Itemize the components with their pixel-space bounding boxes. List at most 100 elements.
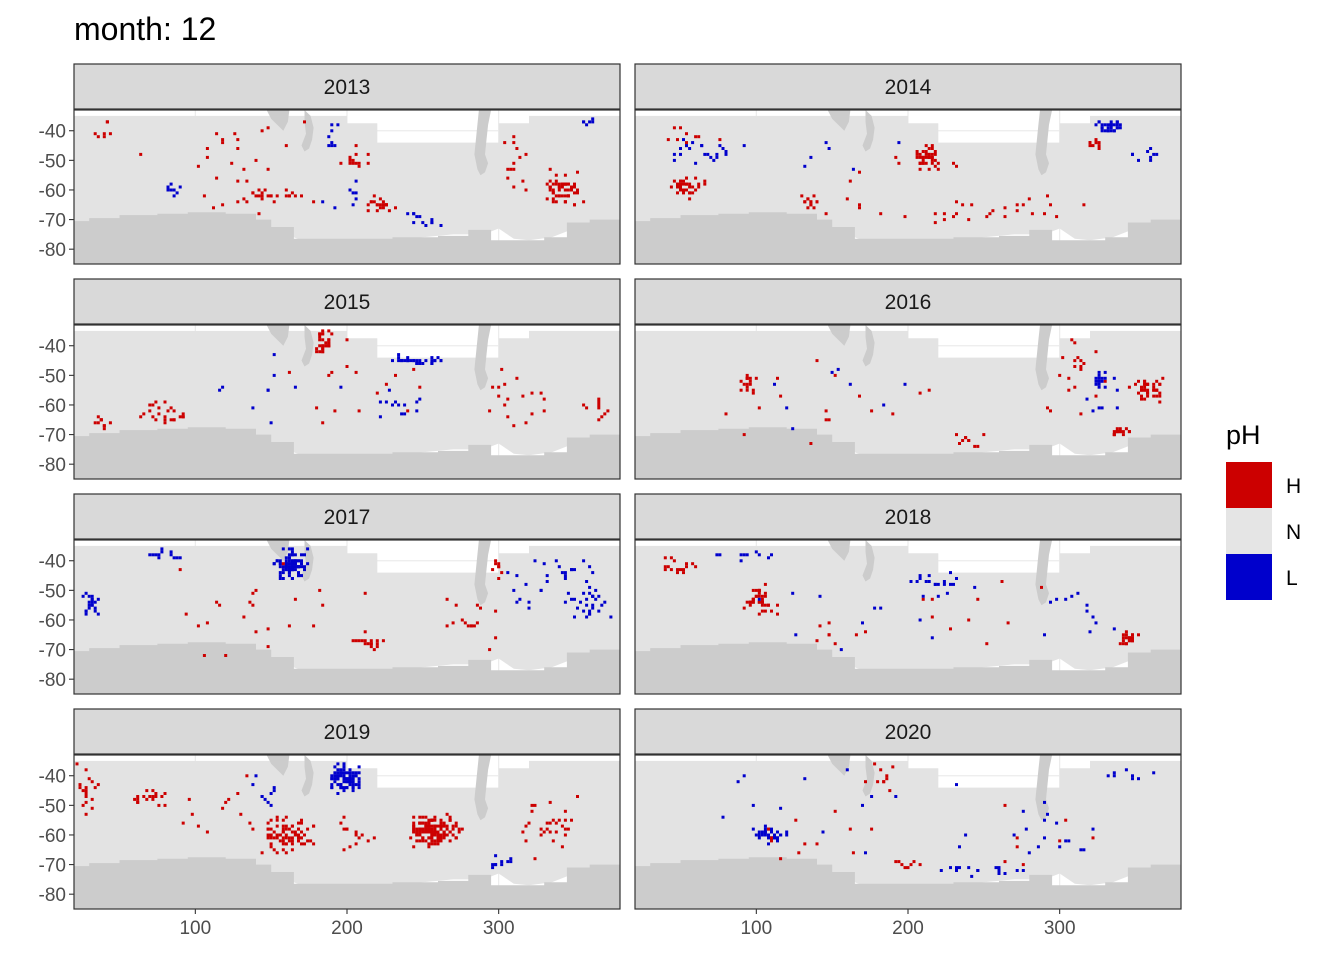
cell-high: [961, 203, 965, 207]
cell-high: [503, 403, 507, 407]
anomaly-cluster-H: [521, 795, 579, 861]
cell-high: [136, 800, 140, 804]
cell-high: [281, 827, 285, 831]
cell-high: [1097, 141, 1101, 145]
cell-high: [300, 818, 303, 822]
cell-high: [751, 588, 755, 592]
facet-strip: [73, 63, 621, 110]
cell-high: [318, 332, 322, 336]
cell-high: [221, 138, 225, 142]
cell-high: [321, 350, 325, 354]
cell-high: [1143, 385, 1147, 389]
cell-high: [1079, 412, 1083, 416]
anomaly-cluster-L: [939, 866, 1025, 878]
cell-high: [679, 188, 682, 192]
cell-low: [591, 603, 595, 607]
cell-high: [827, 418, 831, 422]
cell-high: [1131, 633, 1134, 637]
cell-high: [327, 341, 331, 345]
cell-high: [521, 179, 525, 183]
cell-high: [809, 200, 813, 204]
cell-high: [300, 836, 303, 840]
facet-panel-2018: 2018: [634, 493, 1182, 695]
cell-low: [915, 580, 919, 583]
cell-high: [500, 367, 504, 371]
legend-key-H: [1226, 462, 1272, 508]
facet-strip-label: 2019: [324, 721, 371, 744]
cell-high: [1158, 391, 1162, 395]
cell-low: [873, 606, 877, 610]
cell-high: [439, 821, 443, 825]
south-america-land: [474, 325, 492, 391]
cell-high: [748, 382, 752, 386]
cell-high: [676, 571, 679, 575]
anomaly-cluster-H: [894, 860, 922, 870]
cell-low: [715, 152, 719, 156]
cell-high: [560, 845, 564, 849]
cell-high: [858, 203, 861, 207]
cell-high: [952, 215, 955, 219]
cell-high: [763, 591, 767, 595]
cell-high: [394, 206, 397, 210]
cell-low: [949, 571, 952, 575]
cell-low: [582, 609, 586, 613]
africa-land: [827, 110, 851, 131]
cell-high: [275, 824, 279, 828]
cell-high: [412, 815, 416, 819]
cell-low: [397, 403, 401, 407]
cell-high: [287, 370, 291, 374]
cell-low: [1043, 836, 1046, 840]
cell-high: [548, 167, 552, 171]
y-tick-label: -40: [39, 552, 66, 573]
cell-high: [930, 597, 934, 601]
cell-low: [964, 833, 968, 837]
cell-low: [178, 556, 182, 560]
cell-low: [281, 577, 285, 580]
anomaly-cluster-H: [491, 559, 504, 580]
cell-high: [982, 433, 986, 437]
cell-high: [421, 830, 425, 834]
cell-high: [497, 565, 501, 569]
cell-low: [672, 152, 676, 156]
anomaly-cluster-L: [251, 774, 276, 807]
cell-low: [1103, 376, 1107, 380]
cell-high: [697, 182, 701, 186]
anomaly-cluster-L: [1085, 376, 1119, 413]
cell-high: [290, 191, 294, 195]
cell-high: [312, 824, 316, 828]
cell-high: [551, 191, 555, 195]
cell-high: [1046, 406, 1049, 410]
cell-low: [290, 559, 294, 563]
cell-high: [330, 370, 334, 374]
cell-high: [242, 615, 246, 619]
cell-high: [372, 836, 376, 840]
cell-high: [833, 809, 837, 813]
cell-high: [669, 185, 673, 189]
cell-high: [342, 815, 346, 819]
cell-low: [545, 574, 549, 578]
cell-high: [921, 597, 925, 601]
anomaly-cluster-H: [1127, 376, 1165, 404]
cell-high: [679, 182, 682, 186]
cell-high: [1091, 144, 1095, 148]
africa-land: [266, 325, 290, 346]
cell-high: [409, 836, 413, 840]
cell-low: [1109, 126, 1113, 130]
cell-high: [284, 836, 288, 840]
legend-key-N: [1226, 508, 1272, 554]
cell-high: [1070, 338, 1074, 342]
cell-low: [776, 836, 779, 840]
cell-low: [415, 215, 419, 219]
cell-high: [357, 409, 361, 413]
cell-high: [597, 403, 601, 407]
cell-high: [90, 780, 94, 784]
cell-high: [287, 836, 291, 840]
cell-high: [321, 603, 325, 607]
facet-strip: [73, 493, 621, 540]
cell-high: [300, 842, 303, 846]
cell-high: [800, 194, 804, 198]
cell-high: [263, 188, 267, 192]
cell-high: [682, 191, 685, 195]
cell-high: [378, 197, 382, 201]
cell-high: [81, 789, 85, 793]
